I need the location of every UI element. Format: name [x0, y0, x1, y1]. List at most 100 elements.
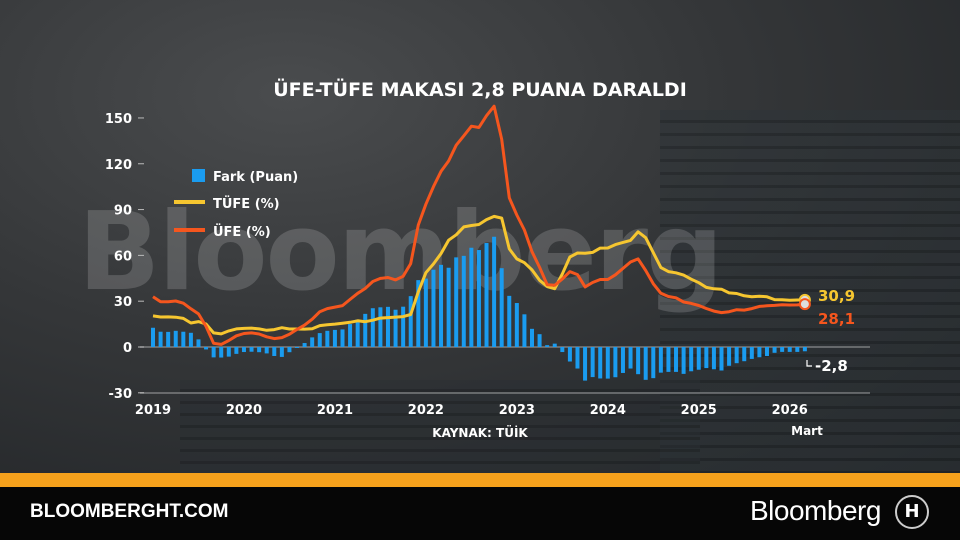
fark-bar [219, 347, 224, 358]
fark-bar [522, 314, 527, 347]
fark-bar [681, 347, 686, 374]
ht-logo-icon: H [895, 495, 929, 529]
fark-bar [628, 347, 633, 369]
fark-bar [802, 347, 807, 352]
fark-bar [476, 250, 481, 347]
fark-bar [492, 236, 497, 347]
fark-bar [295, 347, 300, 348]
y-tick-label: 30 [114, 295, 132, 310]
fark-bar [370, 308, 375, 347]
y-tick-label: 0 [123, 341, 132, 356]
accent-strip [0, 473, 960, 487]
fark-bar [583, 347, 588, 381]
y-tick-label: 150 [105, 112, 132, 127]
end-label-ufe: 28,1 [818, 310, 855, 328]
fark-bar [355, 319, 360, 347]
x-tick-label: 2025 [681, 403, 717, 418]
fark-bar [151, 327, 155, 347]
fark-bar [385, 306, 390, 347]
fark-bar [431, 269, 436, 347]
fark-bar [674, 347, 679, 372]
x-axis: 2019 2020 2021 2022 2023 2024 2025 2026 [135, 403, 808, 418]
fark-bar [537, 334, 542, 347]
fark-bar [363, 313, 368, 347]
watermark-logo: Bloomberg [78, 190, 723, 315]
fark-bar [613, 347, 618, 378]
fark-bar [658, 347, 663, 373]
chart: ÜFE-TÜFE MAKASI 2,8 PUANA DARALDI 150 120… [105, 77, 870, 440]
coin-stack-image [660, 110, 960, 473]
fark-bar [158, 331, 163, 347]
fark-bar [734, 347, 739, 364]
fark-bar [651, 347, 656, 379]
fark-bar [446, 267, 451, 347]
fark-bar [423, 278, 428, 347]
fark-bar [416, 280, 421, 347]
y-axis: 150 120 90 60 30 0 -30 [105, 112, 144, 402]
fark-bar [552, 343, 557, 347]
fark-bar [461, 255, 466, 347]
fark-bar [181, 331, 186, 347]
ufe-line [152, 104, 806, 346]
end-label-fark: -2,8 [815, 357, 848, 375]
bloomberg-logo: Bloomberg [750, 495, 881, 526]
site-url[interactable]: BLOOMBERGHT.COM [30, 501, 229, 522]
fark-bar [348, 324, 353, 347]
fark-bar [279, 347, 284, 357]
fark-bar [310, 337, 315, 347]
fark-bar [166, 331, 171, 347]
x-tick-label: 2022 [408, 403, 444, 418]
fark-bar [514, 303, 519, 347]
chart-title: ÜFE-TÜFE MAKASI 2,8 PUANA DARALDI [273, 77, 687, 101]
lines [152, 104, 811, 346]
fark-bar [689, 347, 694, 372]
x-tick-label: 2020 [226, 403, 262, 418]
fark-bar [211, 347, 216, 358]
fark-bar [340, 329, 345, 347]
tufe-line [152, 214, 805, 336]
fark-bar [257, 347, 262, 353]
fark-bar [749, 347, 754, 359]
fark-bar [795, 347, 800, 352]
fark-bar [302, 343, 307, 347]
fark-bar [742, 347, 747, 362]
x-tick-label: 2021 [317, 403, 353, 418]
fark-bar [317, 333, 322, 347]
fark-bar [787, 347, 792, 352]
x-tick-label: 2023 [499, 403, 535, 418]
y-tick-label: 120 [105, 158, 132, 173]
fark-bar [605, 347, 610, 379]
fark-bar [780, 347, 785, 352]
fark-bar [454, 257, 459, 347]
fark-bar [249, 347, 254, 352]
fark-bar [188, 332, 193, 347]
fark-bar [643, 347, 648, 380]
fark-bar [666, 347, 671, 372]
fark-bar [530, 328, 534, 347]
fark-bar [234, 347, 239, 354]
fark-bar [378, 307, 383, 347]
fark-bar [764, 347, 769, 357]
fark-bar [499, 268, 504, 347]
fark-bar [393, 309, 398, 347]
x-tick-label: 2019 [135, 403, 171, 418]
fark-bar [264, 347, 269, 354]
legend-label-tufe: TÜFE (%) [213, 196, 280, 212]
source-note: KAYNAK: TÜİK [432, 425, 528, 440]
fark-bar [727, 347, 732, 366]
fark-bar [204, 347, 209, 350]
fark-bar [484, 243, 489, 347]
fark-bar [590, 347, 595, 378]
footer: BLOOMBERGHT.COM Bloomberg H [0, 487, 960, 540]
fark-bar [711, 347, 716, 370]
fark-bar [575, 347, 580, 369]
fark-label-connector [806, 360, 812, 367]
fark-bar [704, 347, 709, 369]
fark-bar [598, 347, 603, 379]
fark-bar [469, 247, 474, 347]
x-tick-label: 2026 [772, 403, 808, 418]
legend: Fark (Puan) TÜFE (%) ÜFE (%) [174, 169, 298, 240]
fark-bar [196, 339, 201, 347]
ufe-end-marker [798, 298, 811, 311]
fark-bar [636, 347, 641, 375]
